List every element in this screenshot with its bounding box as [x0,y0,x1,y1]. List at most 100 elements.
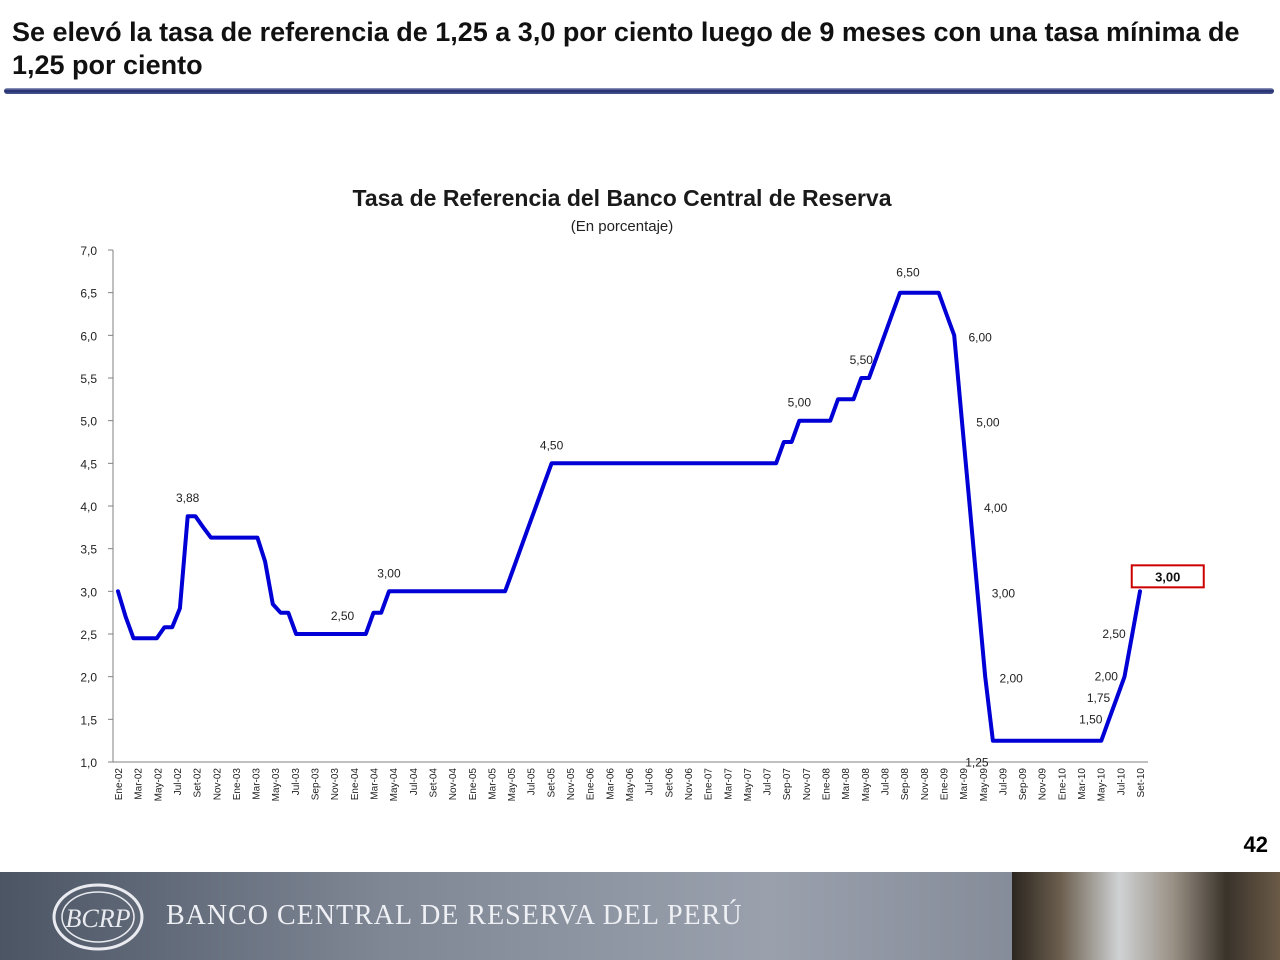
data-label: 2,50 [1102,627,1126,641]
x-tick-label: Mar-09 [959,768,970,800]
data-label: 1,75 [1087,691,1111,705]
data-label: 3,00 [377,566,401,580]
x-tick-label: May-06 [625,768,636,802]
x-tick-label: Jul-05 [527,768,538,796]
x-tick-label: May-09 [979,768,990,802]
x-tick-label: Set-05 [546,768,557,798]
x-tick-label: Sep-08 [900,768,911,801]
data-label: 2,50 [331,609,355,623]
data-label: 4,50 [540,438,564,452]
x-tick-label: Jul-10 [1116,768,1127,796]
data-label-latest: 3,00 [1155,569,1180,584]
x-tick-label: Mar-07 [723,768,734,800]
x-tick-label: Ene-09 [939,768,950,801]
highlight-box [1130,564,1205,589]
x-tick-label: Set-10 [1136,768,1147,798]
y-tick-label: 4,5 [80,457,97,471]
x-tick-label: Sep-03 [311,768,322,801]
x-tick-label: Mar-08 [841,768,852,800]
page-number: 42 [1243,832,1268,857]
y-tick-label: 1,0 [80,756,97,770]
data-label: 5,00 [788,396,812,410]
x-tick-label: Ene-05 [468,768,479,801]
x-tick-label: Nov-06 [684,768,695,801]
y-tick-label: 6,0 [80,329,97,343]
x-tick-label: May-07 [743,768,754,802]
y-tick-label: 5,5 [80,372,97,386]
x-tick-label: Nov-09 [1038,768,1049,801]
x-tick-label: May-04 [389,768,400,802]
x-tick-label: Ene-08 [822,768,833,801]
x-tick-label: Nov-08 [920,768,931,801]
x-axis-ticks: Ene-02 Mar-02 May-02 Jul-02 Set-02 Nov-02 Ene-… [114,768,1147,802]
chart-subtitle: (En porcentaje) [571,218,674,235]
y-tick-label: 1,5 [80,713,97,727]
x-tick-label: Jul-04 [409,768,420,796]
rate-series-line [116,290,1142,743]
x-tick-label: Ene-03 [232,768,243,801]
x-tick-label: Nov-04 [448,768,459,801]
svg-text:BCRP: BCRP [66,904,131,933]
x-tick-label: Jul-06 [645,768,656,796]
x-tick-label: Ene-06 [586,768,597,801]
y-tick-label: 4,0 [80,500,97,514]
footer-banner: BCRP BANCO CENTRAL DE RESERVA DEL PERÚ [0,872,1280,960]
policy-rate-line-chart: Tasa de Referencia del Banco Central de … [80,185,1205,802]
x-tick-label: Jul-08 [881,768,892,796]
x-tick-label: Nov-05 [566,768,577,801]
x-tick-label: Ene-02 [114,768,125,801]
y-tick-label: 5,0 [80,415,97,429]
data-label: 6,00 [969,330,993,344]
bcrp-seal-logo: BCRP [52,883,144,951]
x-tick-label: May-02 [153,768,164,802]
y-tick-label: 7,0 [80,244,97,258]
building-photo [1012,872,1280,960]
x-tick-label: Ene-07 [704,768,715,801]
data-label: 2,00 [999,672,1023,686]
x-tick-label: Mar-03 [252,768,263,800]
data-label: 1,25 [965,756,989,770]
headline-divider [4,88,1274,94]
x-tick-label: May-08 [861,768,872,802]
x-tick-label: Mar-04 [370,768,381,800]
x-tick-label: May-03 [271,768,282,802]
y-tick-label: 6,5 [80,287,97,301]
y-tick-label: 2,5 [80,628,97,642]
x-tick-label: Nov-07 [802,768,813,801]
x-tick-label: Ene-10 [1057,768,1068,801]
data-label: 5,50 [850,353,874,367]
x-tick-label: Jul-07 [763,768,774,796]
x-tick-label: Sep-09 [1018,768,1029,801]
x-tick-label: Mar-02 [134,768,145,800]
y-tick-label: 3,0 [80,585,97,599]
x-tick-label: Jul-03 [291,768,302,796]
x-tick-label: Mar-10 [1077,768,1088,800]
x-tick-label: Mar-06 [605,768,616,800]
x-tick-label: Nov-03 [330,768,341,801]
y-tick-label: 3,5 [80,543,97,557]
data-label: 6,50 [896,266,920,280]
y-tick-label: 2,0 [80,671,97,685]
x-tick-label: Mar-05 [487,768,498,800]
x-tick-label: May-05 [507,768,518,802]
institution-name: BANCO CENTRAL DE RESERVA DEL PERÚ [166,900,743,931]
data-labels: 3,88 2,50 3,00 4,50 5,00 5,50 6,50 6,00 5,00 4,00… [176,266,1205,770]
x-tick-label: Jul-02 [173,768,184,796]
x-tick-label: May-10 [1097,768,1108,802]
x-tick-label: Sep-07 [782,768,793,801]
x-tick-label: Set-04 [428,768,439,798]
slide-headline: Se elevó la tasa de referencia de 1,25 a… [12,17,1240,80]
x-tick-label: Ene-04 [350,768,361,801]
chart-title: Tasa de Referencia del Banco Central de … [352,185,891,211]
data-label: 3,00 [992,586,1016,600]
data-label: 3,88 [176,491,200,505]
x-tick-label: Set-02 [193,768,204,798]
x-tick-label: Set-06 [664,768,675,798]
data-label: 1,50 [1079,712,1103,726]
y-axis-ticks: 1,0 1,5 2,0 2,5 3,0 3,5 4,0 4,5 5,0 5,5 6,0 6,5 7,0 [80,244,113,770]
x-tick-label: Nov-02 [212,768,223,801]
data-label: 5,00 [976,416,1000,430]
data-label: 2,00 [1095,670,1119,684]
x-tick-label: Jul-09 [998,768,1009,796]
data-label: 4,00 [984,501,1008,515]
